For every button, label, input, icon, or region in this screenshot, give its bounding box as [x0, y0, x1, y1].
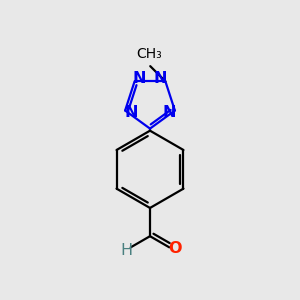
Text: N: N — [162, 105, 176, 120]
Text: O: O — [168, 241, 182, 256]
Text: H: H — [120, 243, 132, 258]
Text: N: N — [124, 105, 138, 120]
Text: CH₃: CH₃ — [136, 47, 162, 61]
Text: N: N — [154, 71, 167, 86]
Text: N: N — [133, 71, 146, 86]
